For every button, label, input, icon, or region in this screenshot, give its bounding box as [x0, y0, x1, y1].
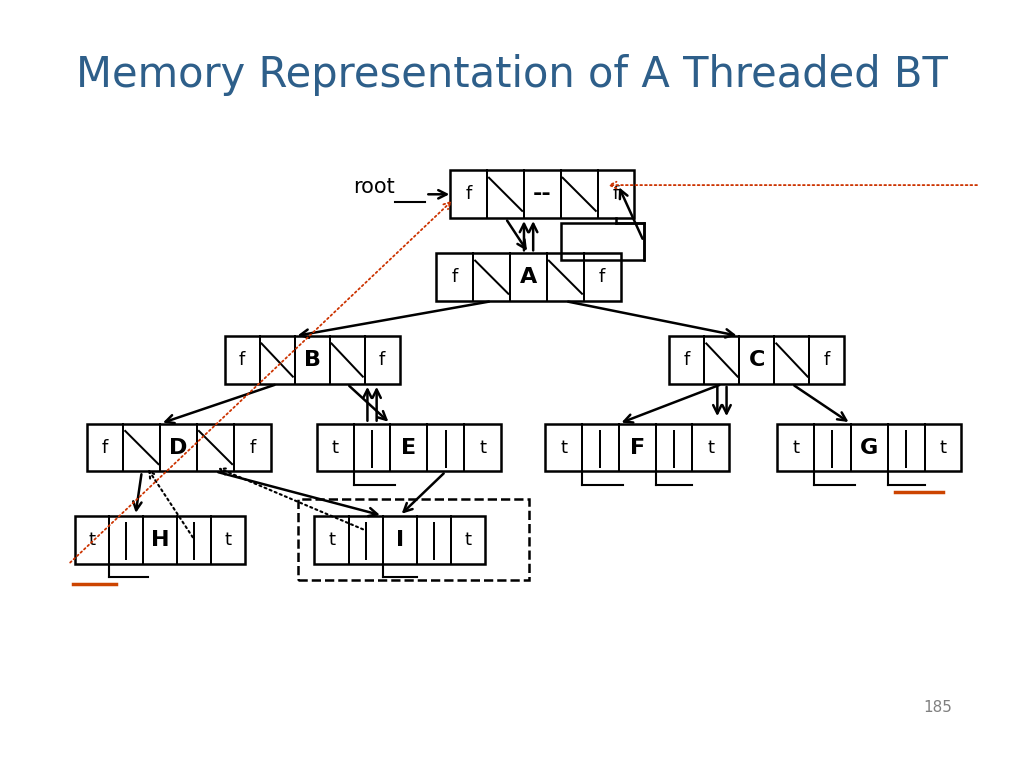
Bar	[87, 424, 270, 472]
Bar	[777, 424, 962, 472]
Text: 185: 185	[924, 700, 952, 714]
Text: t: t	[464, 531, 471, 548]
Text: t: t	[708, 439, 715, 456]
Text: root: root	[353, 177, 395, 197]
Text: t: t	[328, 531, 335, 548]
Text: t: t	[89, 531, 95, 548]
Text: t: t	[479, 439, 486, 456]
Bar	[298, 499, 529, 580]
Text: f: f	[249, 439, 255, 456]
Text: f: f	[823, 351, 830, 369]
Text: f: f	[239, 351, 246, 369]
Text: Memory Representation of A Threaded BT: Memory Representation of A Threaded BT	[76, 54, 948, 95]
Text: f: f	[466, 185, 472, 204]
Text: A: A	[520, 267, 538, 287]
Text: t: t	[939, 439, 946, 456]
Text: t: t	[332, 439, 339, 456]
Text: --: --	[534, 184, 552, 204]
Bar	[316, 424, 501, 472]
Text: B: B	[304, 350, 321, 370]
Bar	[436, 253, 621, 301]
Text: t: t	[225, 531, 231, 548]
Text: f: f	[684, 351, 690, 369]
Text: t: t	[793, 439, 799, 456]
Bar	[451, 170, 635, 218]
Text: f: f	[452, 268, 458, 286]
Bar	[314, 515, 484, 564]
Bar	[75, 515, 246, 564]
Text: I: I	[395, 530, 403, 550]
Text: f: f	[379, 351, 385, 369]
Text: t: t	[560, 439, 567, 456]
Text: D: D	[169, 438, 187, 458]
Bar	[224, 336, 399, 384]
Text: H: H	[151, 530, 170, 550]
Bar	[670, 336, 845, 384]
Text: f: f	[599, 268, 605, 286]
Text: f: f	[101, 439, 109, 456]
Text: F: F	[630, 438, 645, 458]
Text: f: f	[613, 185, 620, 204]
Bar	[545, 424, 729, 472]
Text: G: G	[860, 438, 879, 458]
Bar	[561, 223, 644, 260]
Text: C: C	[749, 350, 765, 370]
Text: E: E	[401, 438, 417, 458]
